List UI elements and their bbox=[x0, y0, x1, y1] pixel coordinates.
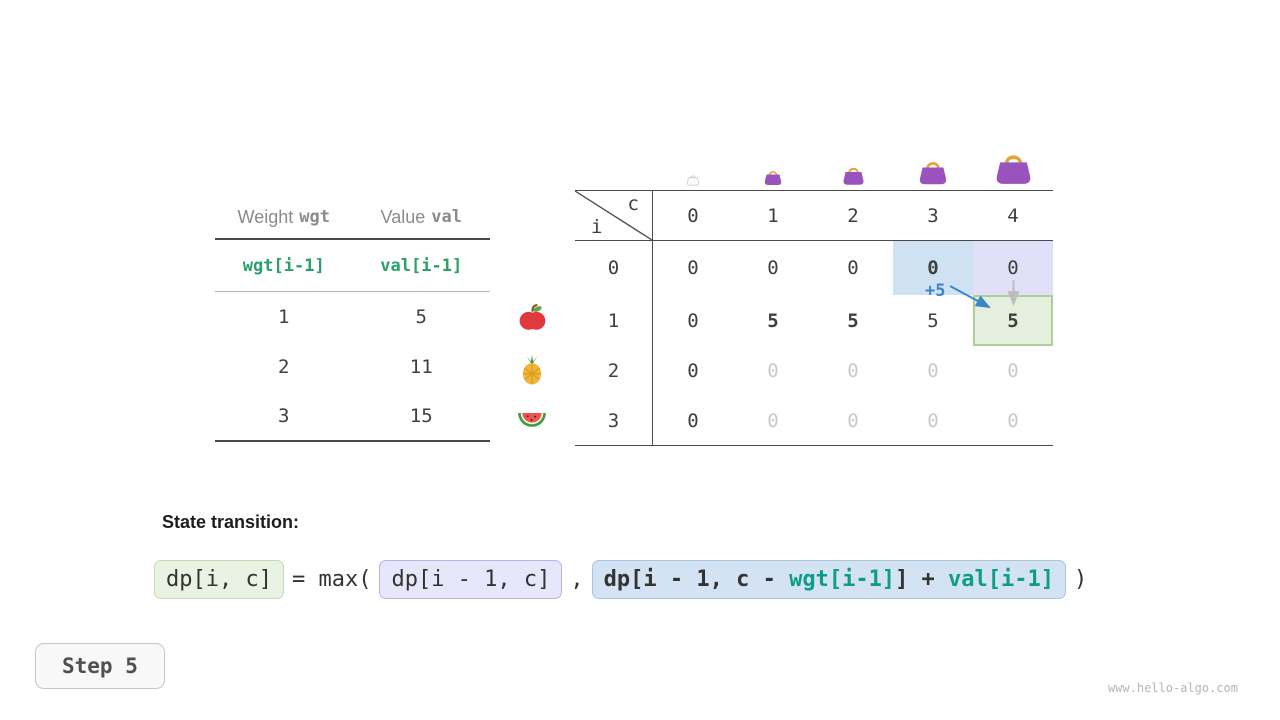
items-table-formula-row: wgt[i-1] val[i-1] bbox=[215, 240, 490, 292]
dp-cell-1-3: 5 bbox=[927, 309, 939, 332]
item-row-apple: 1 5 bbox=[278, 306, 427, 328]
dp-cell-2-1: 0 bbox=[767, 360, 779, 382]
dp-row-3: 3 0 0 0 0 0 bbox=[575, 396, 1053, 446]
items-table-header: Weight wgt Value val bbox=[215, 196, 490, 240]
formula-lhs: dp[i, c] bbox=[154, 560, 284, 599]
dp-cell-3-3: 0 bbox=[927, 409, 939, 432]
value-column-header: Value val bbox=[380, 206, 462, 228]
row-axis-label: i bbox=[591, 216, 603, 238]
dp-cell-3-2: 0 bbox=[847, 409, 859, 432]
col-header-1: 1 bbox=[767, 204, 779, 227]
row-header-1: 1 bbox=[575, 295, 653, 346]
state-transition-label: State transition: bbox=[162, 512, 300, 532]
col-axis-label: c bbox=[627, 193, 639, 215]
wgt-formula: wgt[i-1] bbox=[242, 255, 325, 276]
plus-value-annotation: +5 bbox=[925, 281, 946, 301]
dp-grid: i c 0 1 2 3 4 0 0 0 0 0 0 1 0 5 bbox=[575, 190, 1053, 446]
bag-outline-icon bbox=[653, 130, 733, 188]
dp-cell-0-2: 0 bbox=[847, 257, 859, 279]
dp-row-1: 1 0 5 5 5 5 bbox=[575, 295, 1053, 346]
dp-cell-0-4: 0 bbox=[973, 241, 1053, 295]
formula-comma: , bbox=[570, 567, 584, 592]
dp-cell-0-0: 0 bbox=[687, 257, 699, 279]
formula-close-paren: ) bbox=[1074, 567, 1088, 592]
dp-cell-1-4: 5 bbox=[973, 295, 1053, 346]
state-transition-formula: dp[i, c] = max( dp[i - 1, c] , dp[i - 1,… bbox=[154, 560, 1087, 599]
dp-cell-2-3: 0 bbox=[927, 360, 939, 382]
dp-cell-2-4: 0 bbox=[1007, 360, 1019, 382]
dp-cell-2-0: 0 bbox=[687, 360, 699, 382]
formula-arg-take: dp[i - 1, c - wgt[i-1]] + val[i-1] bbox=[591, 560, 1067, 599]
dp-cell-1-2: 5 bbox=[847, 309, 859, 332]
item-row-watermelon: 3 15 bbox=[215, 392, 490, 442]
formula-arg-skip: dp[i - 1, c] bbox=[379, 560, 563, 599]
dp-row-2: 2 0 0 0 0 0 bbox=[575, 346, 1053, 396]
formula-wgt-ref: wgt[i-1] bbox=[789, 567, 896, 592]
dp-corner-cell: i c bbox=[575, 191, 653, 240]
capacity-icons-row bbox=[653, 130, 1053, 188]
item-row-pineapple: 2 11 bbox=[278, 356, 433, 378]
dp-cell-1-0: 0 bbox=[687, 309, 699, 332]
bag-icon-capacity-3 bbox=[893, 130, 973, 188]
pineapple-icon bbox=[516, 355, 548, 385]
bag-icon-capacity-4 bbox=[973, 130, 1053, 188]
dp-cell-3-4: 0 bbox=[1007, 409, 1019, 432]
row-header-0: 0 bbox=[575, 241, 653, 295]
bag-icon-capacity-2 bbox=[813, 130, 893, 188]
row-header-2: 2 bbox=[575, 346, 653, 396]
formula-eq-max: = max( bbox=[291, 567, 372, 592]
dp-header-row: i c 0 1 2 3 4 bbox=[575, 190, 1053, 241]
watermark: www.hello-algo.com bbox=[1107, 681, 1238, 695]
bag-icon-capacity-1 bbox=[733, 130, 813, 188]
dp-cell-1-1: 5 bbox=[767, 309, 779, 332]
step-indicator: Step 5 bbox=[35, 643, 165, 689]
watermelon-icon bbox=[516, 406, 548, 436]
dp-cell-3-0: 0 bbox=[687, 409, 699, 432]
items-table: Weight wgt Value val wgt[i-1] val[i-1] 1… bbox=[215, 196, 490, 442]
formula-val-ref: val[i-1] bbox=[948, 567, 1055, 592]
val-formula: val[i-1] bbox=[380, 255, 463, 276]
diagonal-divider bbox=[575, 191, 652, 240]
col-header-4: 4 bbox=[1007, 204, 1019, 227]
weight-column-header: Weight wgt bbox=[237, 206, 330, 228]
row-header-3: 3 bbox=[575, 396, 653, 445]
col-header-0: 0 bbox=[687, 204, 699, 227]
col-header-3: 3 bbox=[927, 204, 939, 227]
col-header-2: 2 bbox=[847, 204, 859, 227]
dp-cell-2-2: 0 bbox=[847, 360, 859, 382]
dp-table: i c 0 1 2 3 4 0 0 0 0 0 0 1 0 5 bbox=[575, 130, 1053, 450]
dp-row-0: 0 0 0 0 0 0 bbox=[575, 241, 1053, 295]
dp-cell-3-1: 0 bbox=[767, 409, 779, 432]
apple-icon bbox=[516, 303, 548, 333]
dp-cell-0-1: 0 bbox=[767, 257, 779, 279]
